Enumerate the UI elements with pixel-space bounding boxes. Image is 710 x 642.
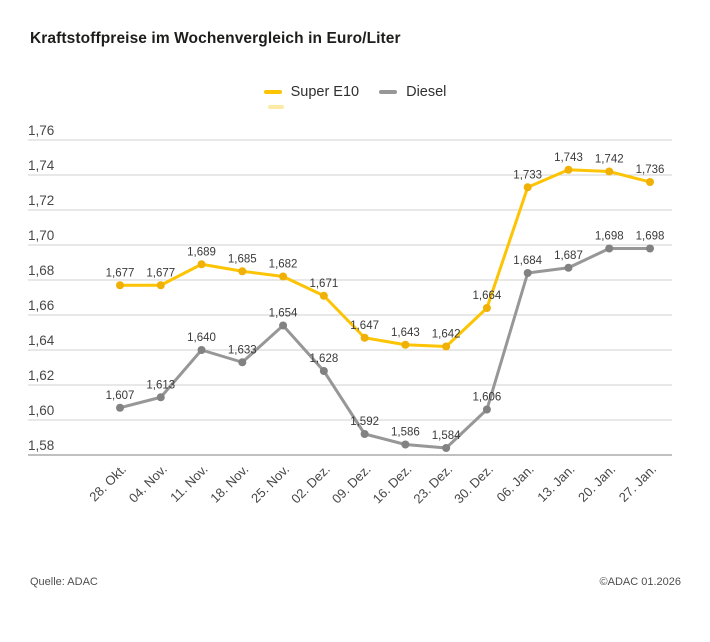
data-point-diesel	[279, 321, 288, 330]
data-point-super-e10	[605, 167, 614, 176]
data-point-label-diesel: 1,613	[146, 379, 175, 391]
x-axis-label: 02. Dez.	[288, 462, 333, 507]
x-axis-label: 06. Jan.	[493, 462, 536, 505]
legend-item-diesel: Diesel	[379, 84, 446, 100]
data-point-label-diesel: 1,698	[636, 231, 665, 243]
chart-legend: Super E10 Diesel	[0, 84, 710, 100]
legend-item-super-e10: Super E10	[263, 84, 360, 100]
data-point-super-e10	[238, 267, 247, 276]
data-point-diesel	[360, 430, 369, 438]
chart-title: Kraftstoffpreise im Wochenvergleich in E…	[30, 30, 401, 47]
data-point-label-diesel: 1,628	[309, 353, 338, 365]
source-note: Quelle: ADAC	[30, 576, 98, 588]
y-axis-label: 1,76	[28, 123, 54, 138]
data-point-super-e10	[360, 333, 369, 342]
x-axis-label: 13. Jan.	[534, 462, 577, 505]
data-point-super-e10	[156, 281, 165, 290]
data-point-label-super-e10: 1,682	[269, 259, 298, 271]
y-axis-label: 1,74	[28, 158, 55, 173]
data-point-label-diesel: 1,586	[391, 427, 420, 439]
data-point-diesel	[482, 405, 491, 414]
data-point-label-diesel: 1,584	[432, 430, 461, 442]
legend-swatch-ghost	[268, 105, 284, 109]
y-axis-label: 1,60	[28, 403, 54, 418]
data-point-label-diesel: 1,687	[554, 250, 583, 262]
data-point-super-e10	[482, 304, 491, 312]
y-axis-label: 1,58	[28, 438, 54, 453]
series-line-super-e10	[118, 168, 652, 348]
footer: Quelle: ADAC ©ADAC 01.2026	[30, 576, 681, 588]
data-point-diesel	[319, 367, 328, 375]
data-point-label-diesel: 1,592	[350, 416, 379, 428]
data-point-label-diesel: 1,606	[473, 392, 502, 404]
data-point-label-diesel: 1,607	[106, 390, 135, 402]
data-point-super-e10	[279, 272, 288, 281]
data-point-diesel	[564, 263, 573, 272]
data-point-label-super-e10: 1,642	[432, 329, 461, 341]
data-point-super-e10	[401, 340, 410, 349]
x-axis-label: 30. Dez.	[451, 462, 496, 507]
data-point-label-super-e10: 1,647	[350, 320, 379, 332]
x-axis-label: 09. Dez.	[329, 462, 374, 507]
data-point-super-e10	[319, 291, 328, 300]
data-point-label-diesel: 1,633	[228, 344, 257, 356]
data-point-label-diesel: 1,684	[513, 255, 542, 267]
x-axis-label: 23. Dez.	[410, 462, 455, 507]
data-point-label-super-e10: 1,743	[554, 152, 583, 164]
legend-swatch-super-e10-icon	[263, 89, 282, 95]
data-point-label-super-e10: 1,643	[391, 327, 420, 339]
data-point-diesel	[238, 358, 247, 367]
data-point-label-diesel: 1,698	[595, 231, 624, 243]
data-point-label-super-e10: 1,736	[636, 164, 665, 176]
copyright-note: ©ADAC 01.2026	[599, 576, 682, 588]
y-axis-label: 1,64	[28, 333, 55, 348]
y-axis-label: 1,70	[28, 228, 54, 243]
legend-label-diesel: Diesel	[406, 84, 447, 100]
data-point-super-e10	[197, 260, 206, 269]
legend-label-super-e10: Super E10	[290, 84, 360, 100]
y-axis-label: 1,66	[28, 298, 54, 313]
data-point-label-super-e10: 1,742	[595, 154, 624, 166]
data-point-diesel	[197, 346, 206, 354]
data-point-label-super-e10: 1,733	[513, 169, 542, 181]
data-point-diesel	[116, 403, 124, 412]
x-axis-label: 11. Nov.	[167, 462, 210, 505]
y-axis-label: 1,68	[28, 263, 54, 278]
series-line-diesel	[118, 247, 652, 450]
data-point-super-e10	[523, 183, 532, 192]
x-axis-label: 20. Jan.	[575, 462, 618, 505]
data-point-label-super-e10: 1,677	[106, 267, 135, 279]
x-axis-label: 25. Nov.	[248, 462, 292, 506]
data-point-super-e10	[442, 342, 451, 351]
data-point-label-super-e10: 1,677	[146, 267, 175, 279]
y-axis-label: 1,72	[28, 193, 54, 208]
x-axis-label: 16. Dez.	[370, 462, 415, 507]
x-axis-label: 04. Nov.	[126, 462, 170, 506]
data-point-diesel	[442, 444, 451, 452]
data-point-diesel	[605, 244, 614, 253]
data-point-super-e10	[564, 165, 573, 174]
data-point-super-e10	[116, 281, 124, 290]
data-point-diesel	[523, 269, 532, 277]
data-point-label-diesel: 1,654	[269, 308, 298, 320]
data-point-super-e10	[646, 178, 654, 186]
y-axis-label: 1,62	[28, 368, 54, 383]
data-point-label-super-e10: 1,664	[473, 290, 502, 302]
legend-swatch-diesel-icon	[379, 89, 398, 95]
data-point-diesel	[401, 440, 410, 449]
x-axis-label: 27. Jan.	[616, 462, 659, 505]
data-point-label-super-e10: 1,671	[309, 278, 338, 290]
data-point-diesel	[646, 244, 654, 253]
data-point-label-diesel: 1,640	[187, 332, 216, 344]
x-axis-label: 18. Nov.	[207, 462, 251, 506]
x-axis-label: 28. Okt.	[86, 462, 129, 505]
data-point-label-super-e10: 1,689	[187, 246, 216, 258]
data-point-label-super-e10: 1,685	[228, 253, 257, 265]
data-point-diesel	[156, 393, 165, 402]
